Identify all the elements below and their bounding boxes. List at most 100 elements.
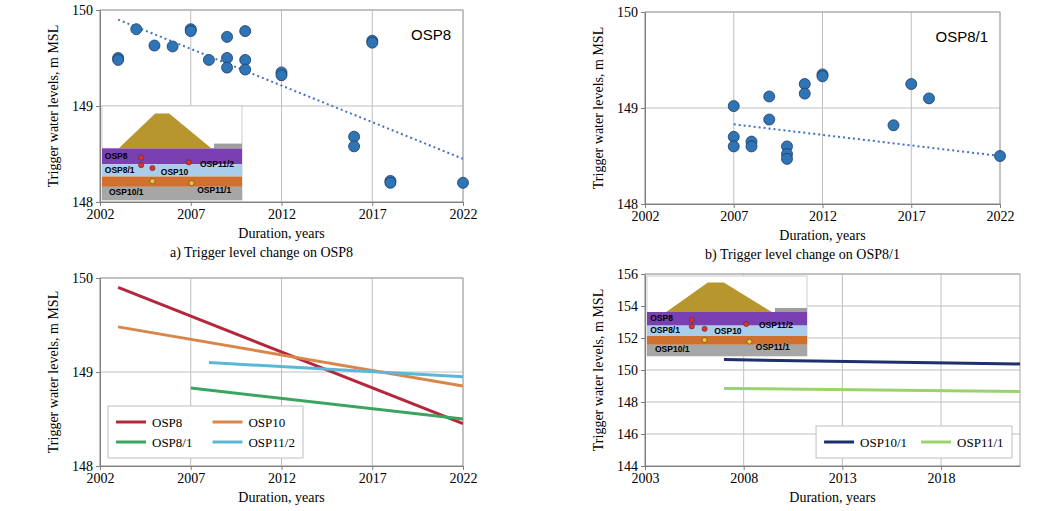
x-tick-label: 2012 xyxy=(268,207,296,222)
x-tick-mark xyxy=(282,202,283,206)
x-tick-label: 2007 xyxy=(720,209,748,224)
inset-well xyxy=(744,321,749,326)
lines xyxy=(118,287,463,423)
x-tick-mark xyxy=(645,466,646,470)
y-tick: 144 xyxy=(617,459,645,474)
y-tick: 149 xyxy=(617,101,645,116)
legend-label: OSP8/1 xyxy=(152,435,192,450)
inset-background xyxy=(102,106,242,200)
y-tick-label: 154 xyxy=(617,299,638,314)
scatter-point xyxy=(728,141,739,152)
legend-label: OSP8 xyxy=(152,415,182,430)
lines xyxy=(118,20,463,159)
plot-frame xyxy=(645,274,1020,466)
y-tick-label: 156 xyxy=(617,267,638,282)
scatter-point xyxy=(276,70,287,81)
y-tick-label: 148 xyxy=(617,395,638,410)
y-tick: 154 xyxy=(617,299,645,314)
inset-label: OSP8 xyxy=(105,151,128,161)
x-axis: 2003200820132018 xyxy=(632,466,1021,486)
y-tick-mark xyxy=(641,370,645,371)
x-tick-mark xyxy=(463,466,464,470)
panel-title: OSP8/1 xyxy=(935,28,988,45)
caption: b) Trigger level change on OSP8/1 xyxy=(705,247,900,263)
inset-well xyxy=(702,326,707,331)
x-tick: 2012 xyxy=(268,202,296,222)
scatter-point xyxy=(728,101,739,112)
y-tick-mark xyxy=(96,466,100,467)
x-tick: 2007 xyxy=(177,202,205,222)
inset-label: OSP11/2 xyxy=(759,320,793,330)
trend-line xyxy=(734,124,1000,156)
y-axis-line xyxy=(100,279,101,467)
x-tick-label: 2022 xyxy=(450,471,478,486)
x-tick-label: 2017 xyxy=(359,471,387,486)
legend-label: OSP10 xyxy=(248,415,285,430)
panel-title: OSP8 xyxy=(411,26,451,43)
inset-well xyxy=(139,163,144,168)
scatter-point xyxy=(764,91,775,102)
scatter-point xyxy=(817,71,828,82)
scatter-point xyxy=(222,31,233,42)
y-tick: 150 xyxy=(617,363,645,378)
series-line xyxy=(209,363,463,377)
x-tick-mark xyxy=(372,466,373,470)
scatter-point xyxy=(746,141,757,152)
x-axis-title: Duration, years xyxy=(238,490,324,505)
y-axis: 148149150 xyxy=(72,271,101,474)
inset-well xyxy=(702,337,707,342)
y-axis-title: Trigger water levels, m MSL xyxy=(46,291,61,453)
grid xyxy=(100,10,463,202)
y-tick-mark xyxy=(96,372,100,373)
x-axis-line xyxy=(646,466,1021,467)
x-tick: 2018 xyxy=(928,466,956,486)
panel: OSP8OSP8/1OSP10OSP11/2OSP10/1OSP11/12002… xyxy=(46,3,478,261)
x-axis-title: Duration, years xyxy=(238,226,324,241)
inset-label: OSP10 xyxy=(161,167,189,177)
x-tick-label: 2007 xyxy=(177,207,205,222)
y-tick: 156 xyxy=(617,267,645,282)
inset-label: OSP11/2 xyxy=(200,159,234,169)
x-tick: 2012 xyxy=(809,204,837,224)
x-tick-mark xyxy=(842,466,843,470)
x-tick-mark xyxy=(645,204,646,208)
y-axis-title: Trigger water levels, m MSL xyxy=(46,25,61,187)
caption: a) Trigger level change on OSP8 xyxy=(170,245,353,261)
inset-background xyxy=(647,276,807,356)
scatter-point xyxy=(458,177,469,188)
scatter-point xyxy=(799,88,810,99)
y-tick: 152 xyxy=(617,331,645,346)
x-tick-label: 2007 xyxy=(177,471,205,486)
y-tick-label: 150 xyxy=(617,5,638,20)
x-tick-label: 2022 xyxy=(450,207,478,222)
scatter-point xyxy=(240,26,251,37)
y-tick-label: 150 xyxy=(72,3,93,18)
y-tick: 150 xyxy=(72,3,100,18)
scatter-point xyxy=(906,79,917,90)
y-tick-label: 148 xyxy=(617,197,638,212)
y-tick-mark xyxy=(96,106,100,107)
y-tick-mark xyxy=(641,108,645,109)
legend: OSP8 OSP10 OSP8/1 OSP11/2 xyxy=(108,406,303,458)
y-tick: 148 xyxy=(617,395,645,410)
series-line xyxy=(724,388,1020,391)
legend-label: OSP11/2 xyxy=(248,435,294,450)
scatter-point xyxy=(764,114,775,125)
points xyxy=(728,69,1005,164)
x-tick: 2008 xyxy=(730,466,758,486)
scatter-point xyxy=(240,64,251,75)
x-tick: 2022 xyxy=(450,202,478,222)
y-tick: 148 xyxy=(617,197,645,212)
x-tick-mark xyxy=(744,466,745,470)
y-tick: 149 xyxy=(72,365,100,380)
x-tick-mark xyxy=(282,466,283,470)
y-tick-label: 149 xyxy=(72,365,93,380)
scatter-point xyxy=(149,40,160,51)
x-tick-mark xyxy=(1000,204,1001,208)
inset-well xyxy=(186,160,191,165)
y-axis-line xyxy=(100,11,101,203)
y-tick: 149 xyxy=(72,99,100,114)
x-tick: 2022 xyxy=(987,204,1015,224)
scatter-point xyxy=(995,151,1006,162)
x-tick-mark xyxy=(823,204,824,208)
